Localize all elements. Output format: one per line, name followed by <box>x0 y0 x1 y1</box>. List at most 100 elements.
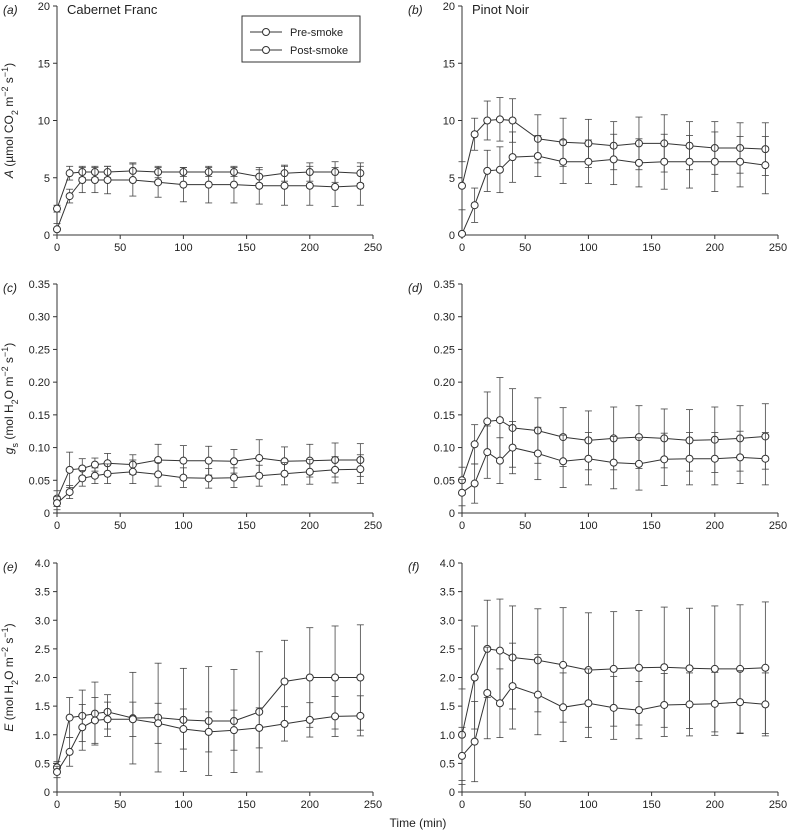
y-tick-label: 1.5 <box>35 701 50 713</box>
data-point <box>584 699 593 708</box>
data-point <box>533 151 542 160</box>
x-tick-label: 250 <box>769 799 787 811</box>
y-axis-label: A (µmol CO2 m−2 s−1) <box>0 63 20 179</box>
y-tick-label: 0.10 <box>434 443 455 455</box>
data-point <box>78 474 87 483</box>
data-point <box>356 465 365 474</box>
x-tick-label: 250 <box>769 242 787 254</box>
data-point <box>78 176 87 185</box>
y-tick-label: 3.0 <box>440 615 455 627</box>
y-tick-label: 0 <box>449 508 455 520</box>
x-tick-label: 150 <box>642 242 660 254</box>
x-tick-label: 0 <box>54 520 60 532</box>
panel-f: 0 0.5 1.0 1.5 2.0 2.5 3.0 3.5 4.0 0 50 100 150 200 250… <box>408 558 787 811</box>
data-point <box>331 712 340 721</box>
data-point <box>305 673 314 682</box>
data-point <box>559 457 568 466</box>
data-point <box>470 737 479 746</box>
x-tick-label: 100 <box>579 242 597 254</box>
data-point <box>710 664 719 673</box>
data-point <box>305 181 314 190</box>
y-tick-label: 0.30 <box>29 312 50 324</box>
data-point <box>90 176 99 185</box>
y-tick-label: 20 <box>443 1 455 13</box>
data-point <box>634 459 643 468</box>
x-tick-label: 200 <box>301 242 319 254</box>
x-tick-label: 50 <box>519 520 531 532</box>
y-tick-label: 0.25 <box>29 344 50 356</box>
legend-marker-pre <box>262 28 270 36</box>
y-tick-label: 4.0 <box>440 558 455 570</box>
data-point <box>495 416 504 425</box>
x-tick-label: 200 <box>706 799 724 811</box>
data-point <box>255 471 264 480</box>
data-point <box>179 473 188 482</box>
data-point <box>255 723 264 732</box>
x-tick-label: 0 <box>459 520 465 532</box>
x-tick-label: 50 <box>519 799 531 811</box>
data-point <box>495 646 504 655</box>
data-point <box>204 180 213 189</box>
y-tick-label: 2.0 <box>440 673 455 685</box>
x-tick-label: 50 <box>114 520 126 532</box>
data-point <box>65 192 74 201</box>
x-tick-label: 200 <box>706 242 724 254</box>
data-point <box>229 726 238 735</box>
data-point <box>470 479 479 488</box>
data-point <box>508 116 517 125</box>
data-point <box>53 499 61 508</box>
data-point <box>179 180 188 189</box>
y-tick-label: 10 <box>443 116 455 128</box>
y-tick-label: 0 <box>44 787 50 799</box>
x-axis-label: Time (min) <box>390 816 447 830</box>
data-point <box>356 181 365 190</box>
series-post-smoke <box>53 454 365 511</box>
data-point <box>458 751 466 760</box>
data-point <box>280 181 289 190</box>
data-point <box>609 458 618 467</box>
data-point <box>204 727 213 736</box>
data-point <box>179 725 188 734</box>
data-point <box>458 229 466 238</box>
y-tick-label: 0.35 <box>434 279 455 291</box>
x-tick-label: 100 <box>579 799 597 811</box>
x-tick-label: 150 <box>237 520 255 532</box>
data-point <box>470 130 479 139</box>
data-point <box>736 157 745 166</box>
data-point <box>255 454 264 463</box>
panel-label: (f) <box>408 560 419 574</box>
data-point <box>356 711 365 720</box>
y-tick-label: 0.35 <box>29 279 50 291</box>
data-point <box>255 181 264 190</box>
data-point <box>533 690 542 699</box>
data-point <box>660 455 669 464</box>
y-tick-label: 15 <box>38 58 50 70</box>
y-axis-label: E (mol H2O m−2 s−1) <box>0 623 20 731</box>
data-point <box>53 204 61 213</box>
series-post-smoke <box>458 420 770 507</box>
data-point <box>685 664 694 673</box>
data-point <box>584 157 593 166</box>
data-point <box>356 673 365 682</box>
panel-e: 0 0.5 1.0 1.5 2.0 2.5 3.0 3.5 4.0 0 50 100 150 200 250… <box>0 558 382 811</box>
legend: Pre-smoke Post-smoke <box>241 15 361 63</box>
data-point <box>103 176 112 185</box>
x-tick-label: 100 <box>579 520 597 532</box>
y-tick-label: 20 <box>38 1 50 13</box>
data-point <box>229 457 238 466</box>
data-point <box>685 700 694 709</box>
data-point <box>736 453 745 462</box>
data-point <box>584 454 593 463</box>
data-point <box>90 471 99 480</box>
data-point <box>508 682 517 691</box>
y-tick-label: 0 <box>44 508 50 520</box>
data-point <box>470 673 479 682</box>
data-point <box>128 176 137 185</box>
data-point <box>53 767 61 776</box>
data-point <box>685 157 694 166</box>
data-point <box>331 465 340 474</box>
series-post-smoke <box>458 642 770 785</box>
